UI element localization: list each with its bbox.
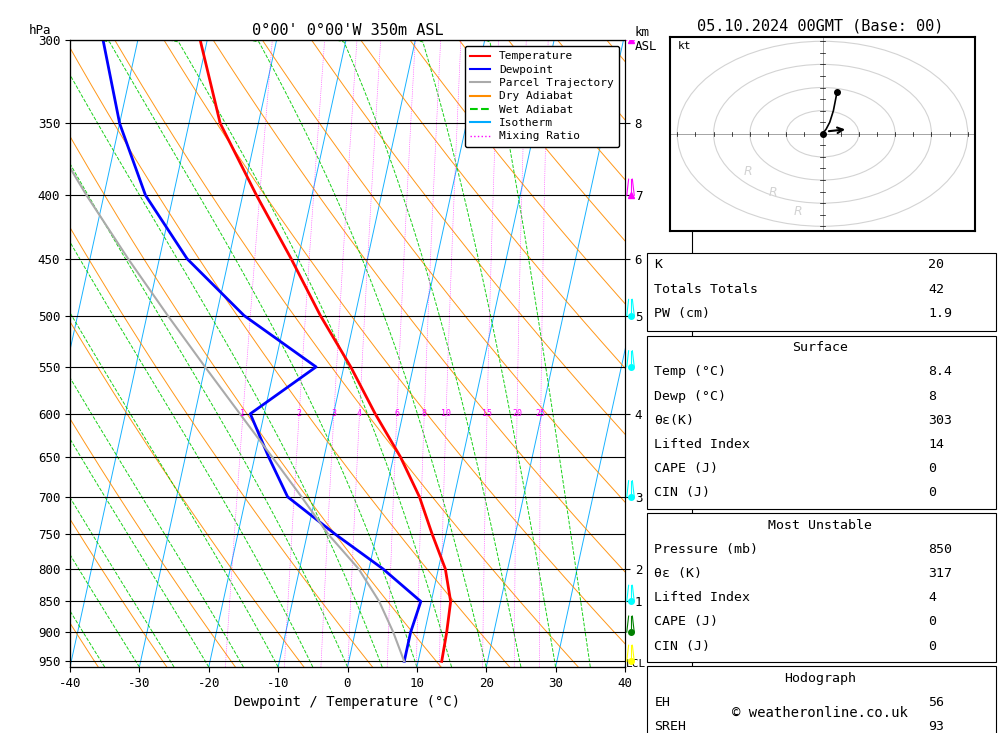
Text: 1: 1	[240, 409, 245, 419]
Text: CAPE (J): CAPE (J)	[654, 463, 718, 475]
Text: 56: 56	[928, 696, 944, 709]
Text: Lifted Index: Lifted Index	[654, 438, 750, 451]
Text: $\it{R}$: $\it{R}$	[743, 166, 752, 178]
Legend: Temperature, Dewpoint, Parcel Trajectory, Dry Adiabat, Wet Adiabat, Isotherm, Mi: Temperature, Dewpoint, Parcel Trajectory…	[465, 46, 619, 147]
Text: 8.4: 8.4	[928, 366, 952, 378]
Text: 303: 303	[928, 414, 952, 427]
Text: Temp (°C): Temp (°C)	[654, 366, 726, 378]
Text: 850: 850	[928, 543, 952, 556]
Text: CIN (J): CIN (J)	[654, 640, 710, 652]
Text: Pressure (mb): Pressure (mb)	[654, 543, 758, 556]
Text: 15: 15	[482, 409, 492, 419]
Text: Surface: Surface	[792, 342, 848, 354]
Text: K: K	[654, 259, 662, 271]
Text: hPa: hPa	[28, 24, 51, 37]
Text: Totals Totals: Totals Totals	[654, 283, 758, 295]
Text: 8: 8	[928, 390, 936, 402]
Text: θε(K): θε(K)	[654, 414, 694, 427]
Text: © weatheronline.co.uk: © weatheronline.co.uk	[732, 706, 908, 720]
Text: CIN (J): CIN (J)	[654, 487, 710, 499]
Text: θε (K): θε (K)	[654, 567, 702, 580]
Text: 6: 6	[394, 409, 399, 419]
Text: Dewp (°C): Dewp (°C)	[654, 390, 726, 402]
Text: CAPE (J): CAPE (J)	[654, 616, 718, 628]
Text: 0: 0	[928, 640, 936, 652]
Text: 25: 25	[536, 409, 546, 419]
Title: 0°00' 0°00'W 350m ASL: 0°00' 0°00'W 350m ASL	[252, 23, 443, 38]
Text: SREH: SREH	[654, 721, 686, 733]
Text: 4: 4	[928, 592, 936, 604]
Text: $\it{R}$: $\it{R}$	[768, 186, 778, 199]
Text: kt: kt	[677, 41, 691, 51]
Text: 42: 42	[928, 283, 944, 295]
Text: 93: 93	[928, 721, 944, 733]
Bar	[647, 666, 996, 733]
Text: EH: EH	[654, 696, 670, 709]
Text: Most Unstable: Most Unstable	[768, 519, 872, 531]
Bar	[647, 253, 996, 331]
Text: LCL: LCL	[626, 659, 646, 669]
Text: 14: 14	[928, 438, 944, 451]
Text: Hodograph: Hodograph	[784, 672, 856, 685]
Text: 1.9: 1.9	[928, 307, 952, 320]
Text: 4: 4	[357, 409, 362, 419]
Text: 10: 10	[441, 409, 451, 419]
Text: 05.10.2024 00GMT (Base: 00): 05.10.2024 00GMT (Base: 00)	[697, 18, 943, 33]
Text: 20: 20	[512, 409, 522, 419]
X-axis label: Dewpoint / Temperature (°C): Dewpoint / Temperature (°C)	[234, 696, 461, 710]
Text: 2: 2	[297, 409, 302, 419]
Text: 20: 20	[928, 259, 944, 271]
Text: PW (cm): PW (cm)	[654, 307, 710, 320]
Text: $\it{R}$: $\it{R}$	[793, 205, 803, 218]
Text: 0: 0	[928, 616, 936, 628]
Y-axis label: Mixing Ratio (g/kg): Mixing Ratio (g/kg)	[702, 290, 712, 418]
Text: 0: 0	[928, 487, 936, 499]
Text: Lifted Index: Lifted Index	[654, 592, 750, 604]
Text: 3: 3	[331, 409, 336, 419]
Text: 0: 0	[928, 463, 936, 475]
Bar	[647, 513, 996, 662]
Text: 8: 8	[422, 409, 427, 419]
Bar	[647, 336, 996, 509]
Text: 317: 317	[928, 567, 952, 580]
Text: km: km	[635, 26, 650, 39]
Text: ASL: ASL	[635, 40, 658, 54]
